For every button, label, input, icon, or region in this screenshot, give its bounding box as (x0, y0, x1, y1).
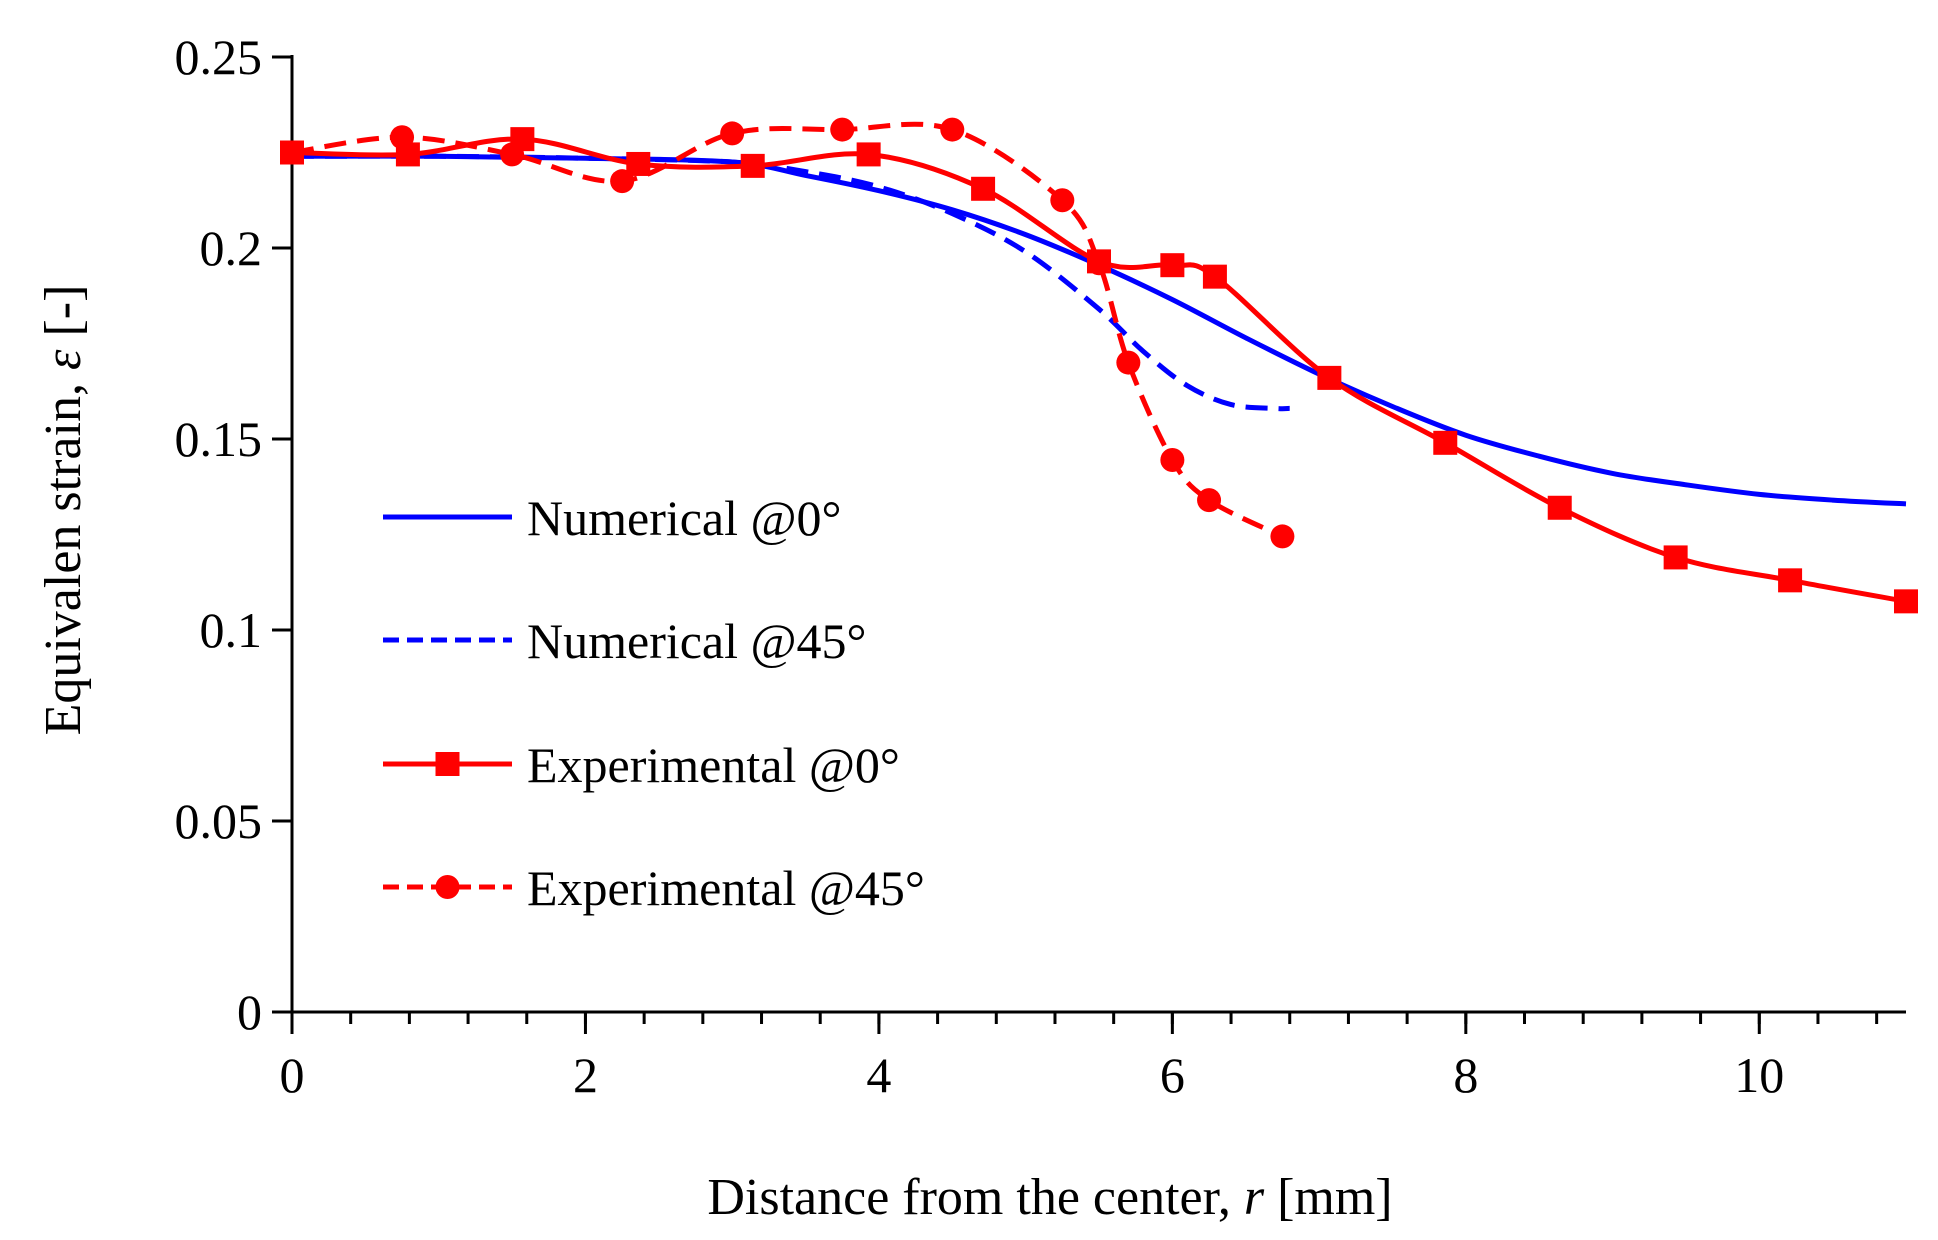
y-axis-title-symbol: ε (35, 349, 92, 370)
x-axis-title: Distance from the center, r [mm] (707, 1169, 1392, 1226)
data-point-circle (1050, 188, 1075, 213)
x-tick-label: 6 (1160, 1047, 1185, 1103)
y-tick-label: 0.1 (200, 602, 263, 658)
data-point-circle (610, 169, 635, 194)
data-point-circle (830, 117, 855, 142)
data-point-square (1663, 545, 1688, 570)
y-tick-label: 0.05 (175, 793, 263, 849)
x-axis-title-text: Distance from the center, (707, 1169, 1243, 1226)
data-point-circle (390, 125, 415, 150)
data-point-square (740, 153, 765, 178)
series-2 (291, 153, 1290, 412)
data-point-square (1433, 430, 1458, 455)
y-tick-label: 0.15 (175, 411, 263, 467)
x-axis-title-unit: [mm] (1264, 1169, 1393, 1226)
series-line (291, 121, 1284, 539)
data-point-square (1160, 253, 1185, 278)
x-tick-label: 2 (573, 1047, 598, 1103)
legend-label: Experimental @45° (527, 860, 925, 916)
legend-swatch-square (435, 752, 460, 776)
legend-label: Experimental @0° (527, 737, 900, 793)
legend-swatch-circle (435, 875, 460, 899)
legend: Numerical @0° Numerical @45° Experimental … (383, 490, 925, 916)
data-point-square (971, 176, 996, 201)
data-point-circle (280, 140, 304, 165)
data-point-circle (720, 121, 745, 146)
series-line (291, 153, 1290, 412)
y-axis-title: Equivalen strain, ε [-] (35, 285, 92, 736)
data-point-circle (1270, 524, 1295, 549)
legend-label: Numerical @45° (527, 613, 867, 669)
legend-item: Experimental @0° (383, 737, 900, 793)
series-line (291, 136, 1907, 604)
y-axis-title-unit: [-] (35, 285, 92, 350)
legend-item: Numerical @0° (383, 490, 842, 546)
y-tick-label: 0.2 (200, 220, 263, 276)
data-point-circle (940, 117, 965, 142)
data-point-square (1547, 495, 1572, 520)
data-point-square (626, 151, 651, 176)
y-axis-title-text: Equivalen strain, (35, 370, 92, 735)
x-tick-label: 4 (866, 1047, 891, 1103)
y-tick-label: 0.25 (175, 29, 263, 85)
data-point-square (1894, 589, 1918, 614)
y-tick-label: 0 (237, 984, 262, 1040)
series-1 (291, 153, 1907, 507)
data-point-circle (1087, 251, 1111, 276)
x-tick-label: 8 (1453, 1047, 1478, 1103)
legend-item: Experimental @45° (383, 860, 925, 916)
data-point-square (1317, 365, 1342, 390)
axes: 0 0.05 0.1 0.15 0.2 0.25 0 2 4 6 8 10 (175, 29, 1906, 1103)
data-point-circle (1116, 350, 1141, 375)
series-3 (280, 127, 1918, 614)
legend-item: Numerical @45° (383, 613, 867, 669)
data-point-square (1778, 568, 1803, 593)
legend-label: Numerical @0° (527, 490, 842, 546)
series-4 (280, 117, 1295, 549)
data-point-square (856, 142, 881, 167)
data-point-circle (1197, 488, 1222, 513)
data-point-square (1202, 264, 1227, 289)
x-axis-title-symbol: r (1244, 1169, 1265, 1226)
series-layer (280, 117, 1918, 614)
x-tick-label: 0 (280, 1047, 305, 1103)
series-line (291, 153, 1907, 507)
data-point-circle (1160, 448, 1185, 473)
x-tick-label: 10 (1734, 1047, 1784, 1103)
data-point-circle (500, 142, 525, 167)
